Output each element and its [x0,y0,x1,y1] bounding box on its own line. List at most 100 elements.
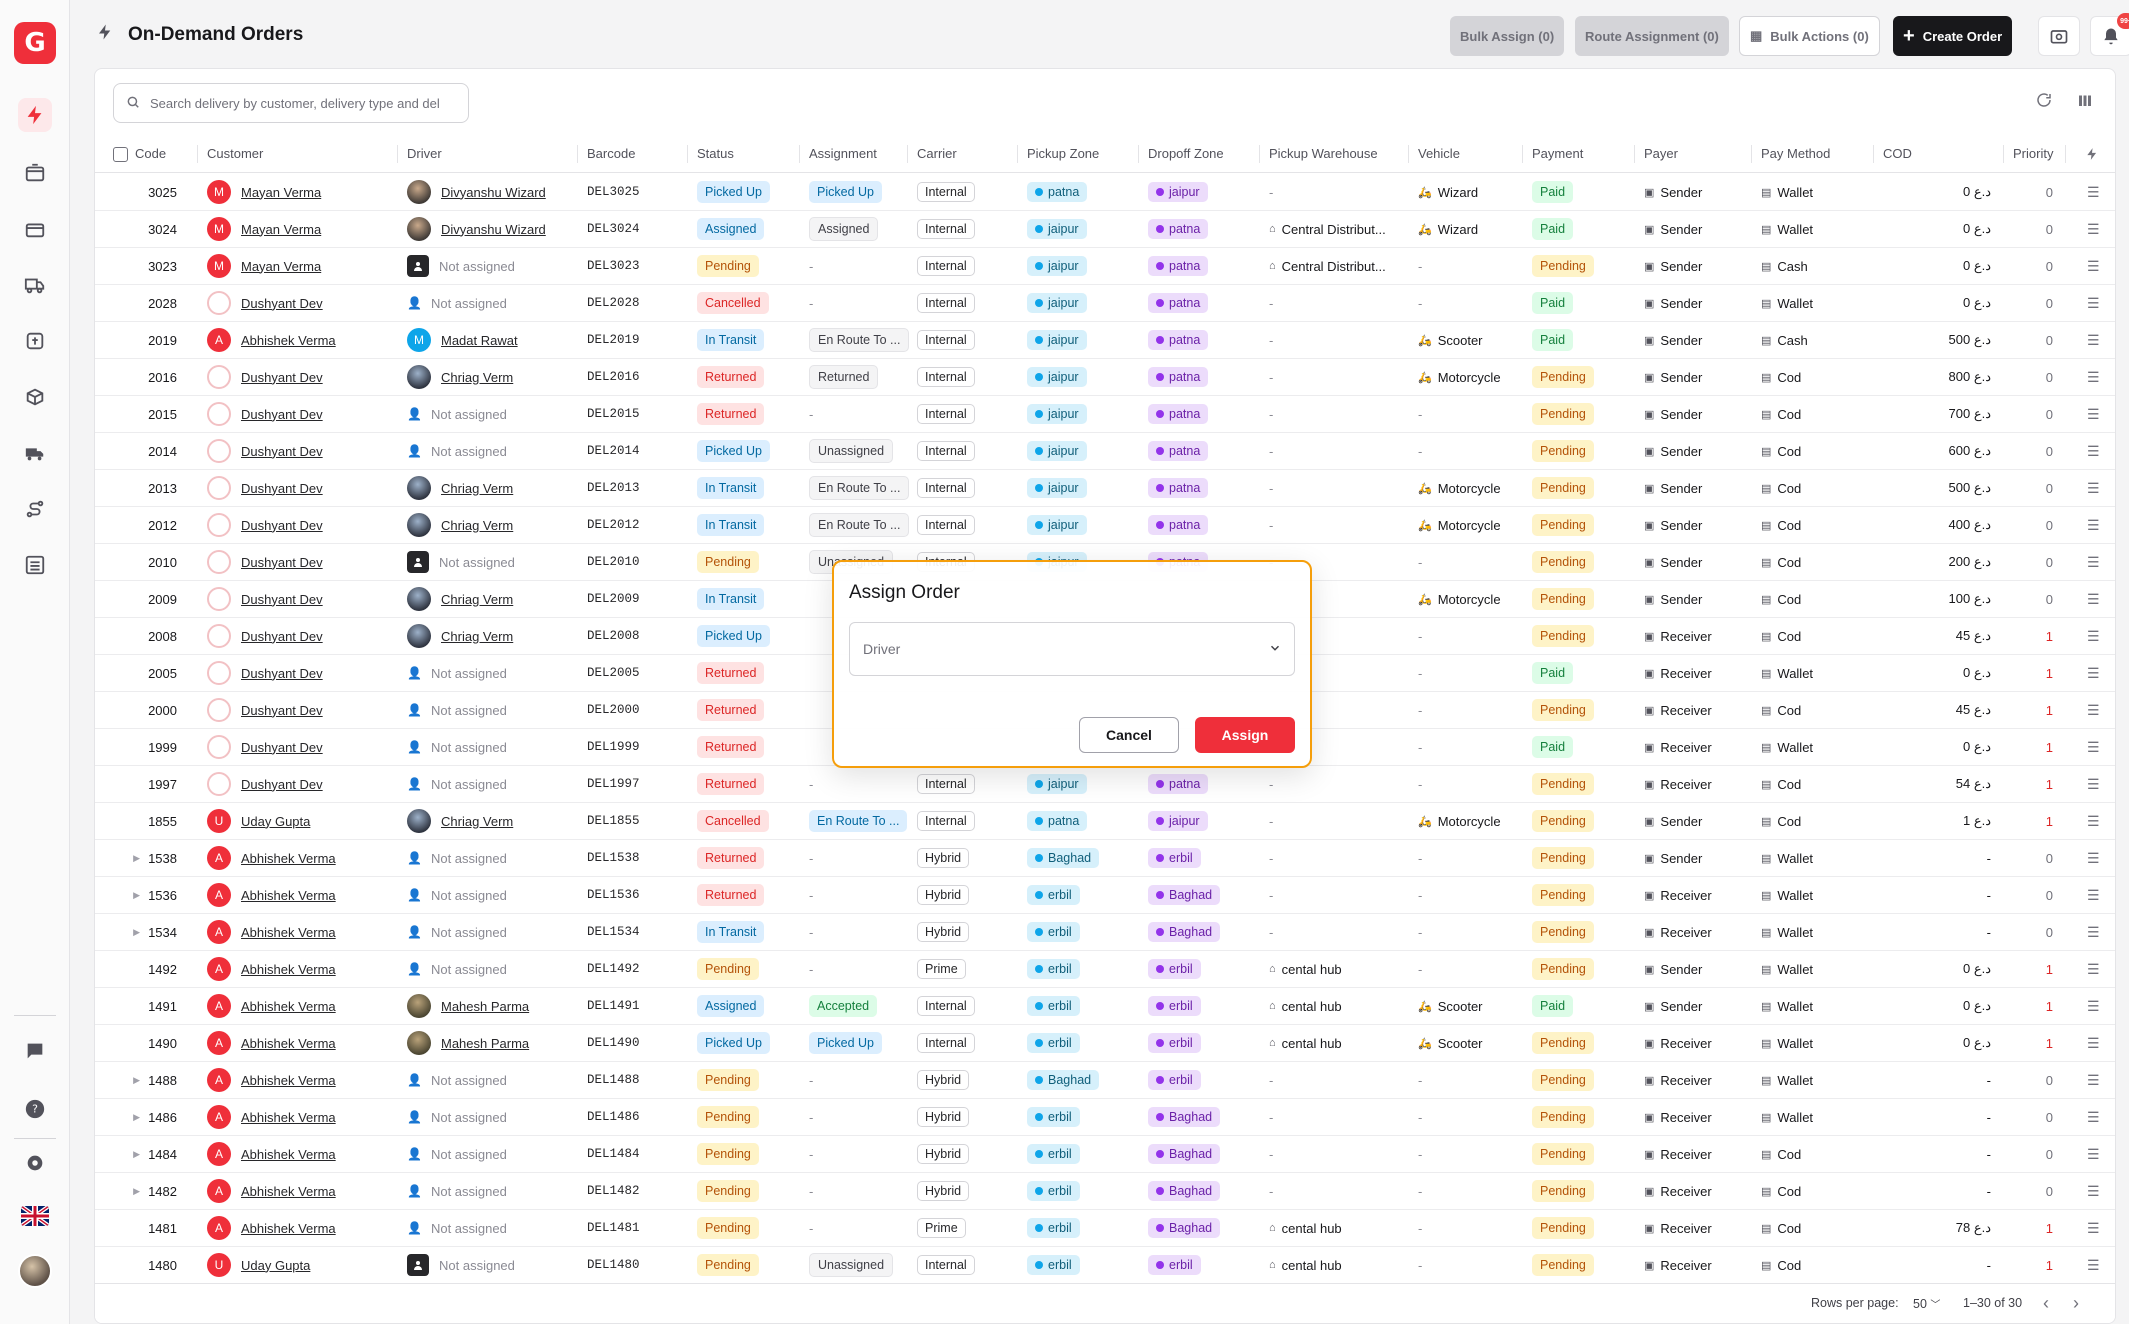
route-assignment-button[interactable]: Route Assignment (0) [1575,16,1729,56]
customer-link[interactable]: Dushyant Dev [241,369,323,385]
customer-link[interactable]: Abhishek Verma [241,998,336,1014]
order-code[interactable]: 1999 [148,739,177,755]
customer-link[interactable]: Uday Gupta [241,813,311,829]
column-header-payment[interactable]: Payment [1532,146,1584,161]
app-logo[interactable]: G [14,22,56,64]
customer-link[interactable]: Dushyant Dev [241,443,323,459]
user-avatar[interactable] [18,1254,52,1288]
column-header-vehicle[interactable]: Vehicle [1418,146,1460,161]
rows-per-page-select[interactable]: 50 ﹀ [1913,1296,1940,1311]
customer-link[interactable]: Uday Gupta [241,1257,311,1273]
table-row[interactable]: 3025 M Mayan Verma Divyanshu Wizard DEL3025 P… [95,174,2115,211]
settings-icon[interactable] [18,1146,52,1180]
customer-link[interactable]: Mayan Verma [241,184,322,200]
column-header-pickup-warehouse[interactable]: Pickup Warehouse [1269,146,1378,161]
row-menu-icon[interactable]: ☰ [2087,1219,2100,1236]
row-menu-icon[interactable]: ☰ [2087,220,2100,237]
chevron-right-icon[interactable]: › [2073,1293,2079,1313]
order-code[interactable]: 1488 [148,1072,177,1088]
select-all-checkbox[interactable] [113,147,128,162]
customer-link[interactable]: Abhishek Verma [241,1220,336,1236]
row-menu-icon[interactable]: ☰ [2087,738,2100,755]
package-add-icon[interactable] [18,156,52,190]
order-code[interactable]: 2010 [148,554,177,570]
order-code[interactable]: 3023 [148,258,177,274]
column-header-cod[interactable]: COD [1883,146,1912,161]
customer-link[interactable]: Abhishek Verma [241,961,336,977]
customer-link[interactable]: Mayan Verma [241,221,322,237]
bulk-assign-button[interactable]: Bulk Assign (0) [1450,16,1565,56]
order-code[interactable]: 1482 [148,1183,177,1199]
order-code[interactable]: 1481 [148,1220,177,1236]
order-code[interactable]: 2015 [148,406,177,422]
expand-arrow-icon[interactable]: ▶ [133,1185,141,1196]
row-menu-icon[interactable]: ☰ [2087,627,2100,644]
row-menu-icon[interactable]: ☰ [2087,183,2100,200]
table-row[interactable]: 2015 Dushyant Dev 👤 Not assigned DEL2015 Retu… [95,396,2115,433]
row-menu-icon[interactable]: ☰ [2087,368,2100,385]
customer-link[interactable]: Abhishek Verma [241,887,336,903]
table-row[interactable]: ▶ 1534 A Abhishek Verma 👤 Not assigned DEL1534… [95,914,2115,951]
table-row[interactable]: ▶ 1488 A Abhishek Verma 👤 Not assigned DEL1488… [95,1062,2115,1099]
driver-link[interactable]: Chriag Verm [441,517,514,533]
order-code[interactable]: 2016 [148,369,177,385]
customer-link[interactable]: Dushyant Dev [241,591,323,607]
driver-link[interactable]: Chriag Verm [441,480,514,496]
row-menu-icon[interactable]: ☰ [2087,664,2100,681]
customer-link[interactable]: Abhishek Verma [241,1183,336,1199]
order-code[interactable]: 1855 [148,813,177,829]
row-menu-icon[interactable]: ☰ [2087,923,2100,940]
customer-link[interactable]: Dushyant Dev [241,665,323,681]
row-menu-icon[interactable]: ☰ [2087,886,2100,903]
order-code[interactable]: 2000 [148,702,177,718]
wallet-icon[interactable] [18,324,52,358]
route-icon[interactable] [18,492,52,526]
order-code[interactable]: 3024 [148,221,177,237]
order-code[interactable]: 1491 [148,998,177,1014]
order-code[interactable]: 1997 [148,776,177,792]
customer-link[interactable]: Abhishek Verma [241,924,336,940]
customer-link[interactable]: Dushyant Dev [241,739,323,755]
warehouse-icon[interactable] [18,548,52,582]
table-row[interactable]: ▶ 1538 A Abhishek Verma 👤 Not assigned DEL1538… [95,840,2115,877]
row-menu-icon[interactable]: ☰ [2087,331,2100,348]
table-row[interactable]: 2013 Dushyant Dev Chriag Verm DEL2013 In Tra… [95,470,2115,507]
lightning-icon[interactable] [2085,146,2099,165]
row-menu-icon[interactable]: ☰ [2087,1145,2100,1162]
row-menu-icon[interactable]: ☰ [2087,405,2100,422]
expand-arrow-icon[interactable]: ▶ [133,889,141,900]
order-code[interactable]: 1490 [148,1035,177,1051]
table-row[interactable]: 1480 U Uday Gupta Not assigned DEL1480 Pendin… [95,1247,2115,1284]
search-box[interactable] [113,83,469,123]
row-menu-icon[interactable]: ☰ [2087,997,2100,1014]
truck-icon[interactable] [18,268,52,302]
driver-link[interactable]: Divyanshu Wizard [441,184,546,200]
columns-icon[interactable] [2076,91,2094,112]
package-status-icon[interactable] [2038,16,2080,56]
order-code[interactable]: 1538 [148,850,177,866]
order-code[interactable]: 2008 [148,628,177,644]
lightning-icon[interactable] [18,98,52,132]
assign-button[interactable]: Assign [1195,717,1295,753]
customer-link[interactable]: Abhishek Verma [241,1072,336,1088]
customer-link[interactable]: Abhishek Verma [241,1109,336,1125]
row-menu-icon[interactable]: ☰ [2087,1182,2100,1199]
row-menu-icon[interactable]: ☰ [2087,294,2100,311]
row-menu-icon[interactable]: ☰ [2087,590,2100,607]
row-menu-icon[interactable]: ☰ [2087,960,2100,977]
package-icon[interactable] [18,212,52,246]
row-menu-icon[interactable]: ☰ [2087,1034,2100,1051]
driver-link[interactable]: Mahesh Parma [441,998,530,1014]
driver-link[interactable]: Chriag Verm [441,369,514,385]
customer-link[interactable]: Abhishek Verma [241,850,336,866]
table-row[interactable]: 2014 Dushyant Dev 👤 Not assigned DEL2014 Pick… [95,433,2115,470]
column-header-priority[interactable]: Priority [2013,146,2054,161]
cancel-button[interactable]: Cancel [1079,717,1179,753]
order-code[interactable]: 2014 [148,443,177,459]
row-menu-icon[interactable]: ☰ [2087,442,2100,459]
table-row[interactable]: 1855 U Uday Gupta Chriag Verm DEL1855 Cancell… [95,803,2115,840]
table-row[interactable]: 2028 Dushyant Dev 👤 Not assigned DEL2028 Canc… [95,285,2115,322]
column-header-driver[interactable]: Driver [407,146,442,161]
expand-arrow-icon[interactable]: ▶ [133,1148,141,1159]
column-header-barcode[interactable]: Barcode [587,146,636,161]
